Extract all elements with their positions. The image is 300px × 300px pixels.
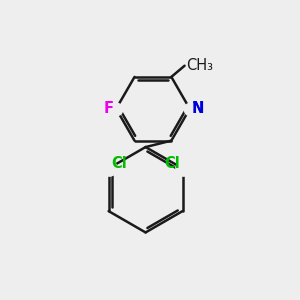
Text: N: N [192,101,205,116]
Text: CH₃: CH₃ [186,58,213,73]
Text: Cl: Cl [164,157,180,172]
Text: Cl: Cl [112,157,127,172]
Text: N: N [192,101,205,116]
Text: F: F [104,101,114,116]
